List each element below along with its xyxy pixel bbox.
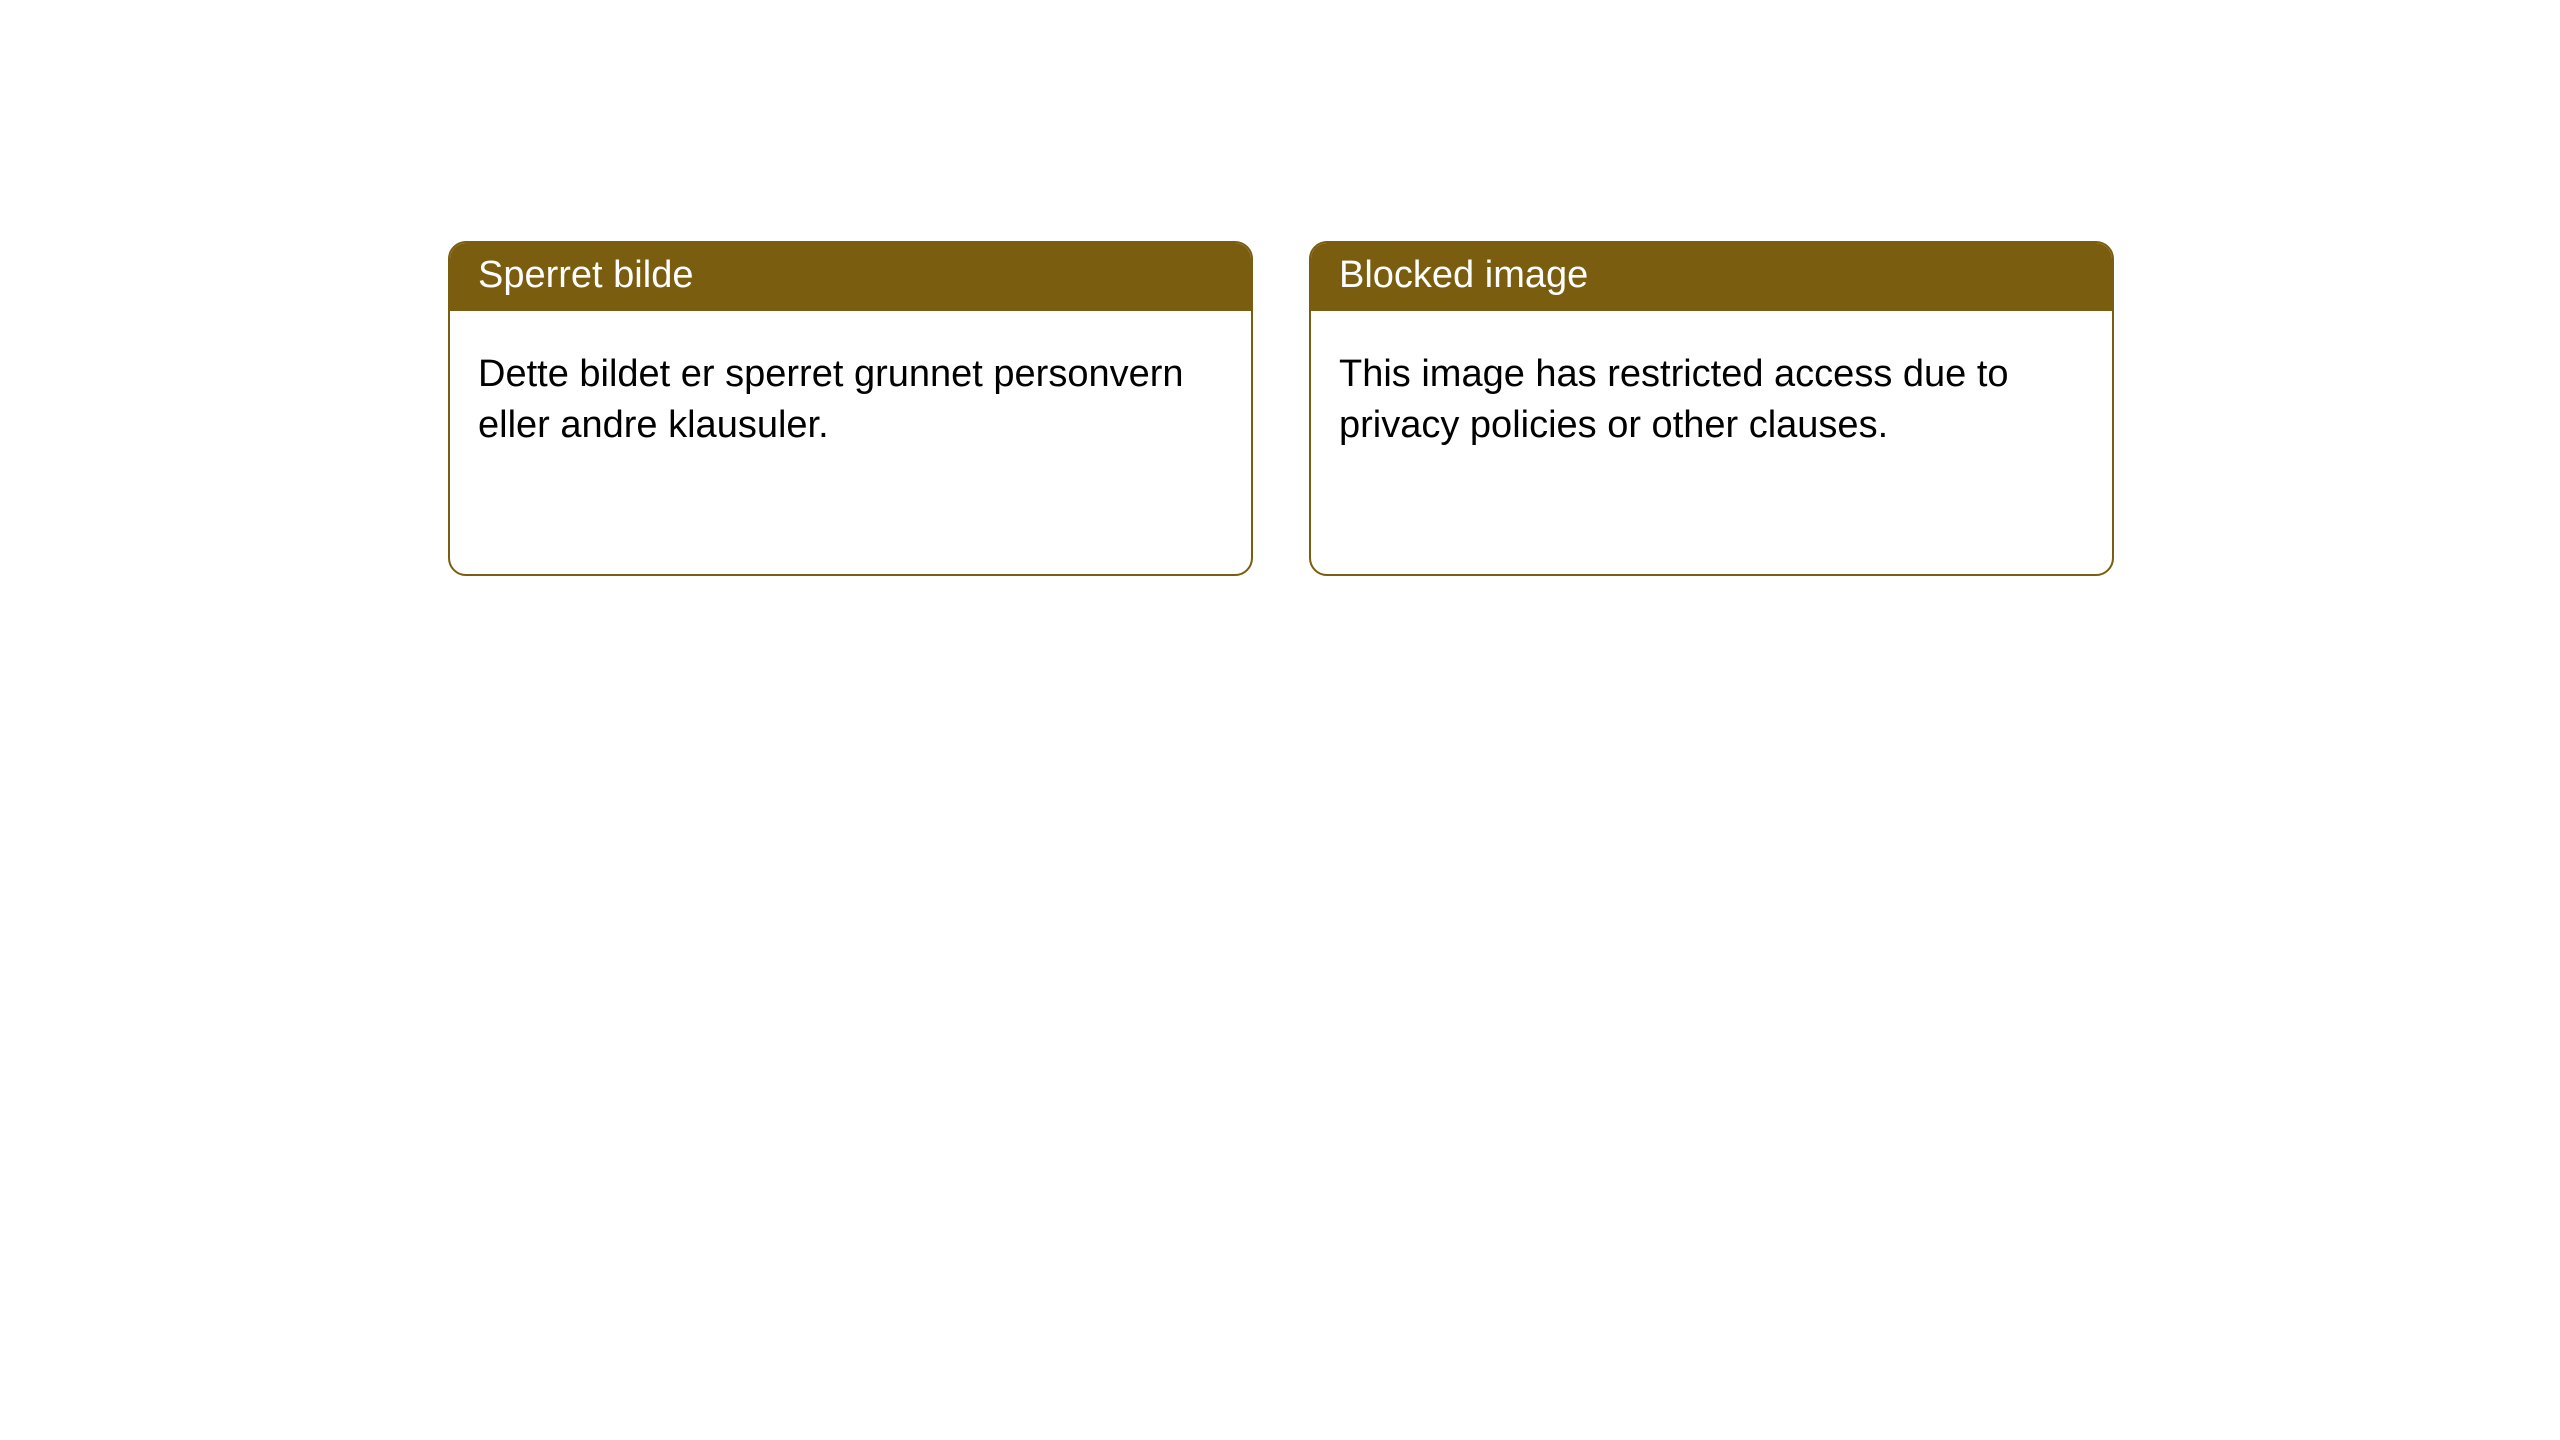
notice-header-english: Blocked image: [1311, 243, 2112, 311]
notice-header-norwegian: Sperret bilde: [450, 243, 1251, 311]
notice-card-english: Blocked image This image has restricted …: [1309, 241, 2114, 576]
notice-body-norwegian: Dette bildet er sperret grunnet personve…: [450, 311, 1251, 480]
notice-container: Sperret bilde Dette bildet er sperret gr…: [0, 0, 2560, 576]
notice-card-norwegian: Sperret bilde Dette bildet er sperret gr…: [448, 241, 1253, 576]
notice-body-english: This image has restricted access due to …: [1311, 311, 2112, 480]
